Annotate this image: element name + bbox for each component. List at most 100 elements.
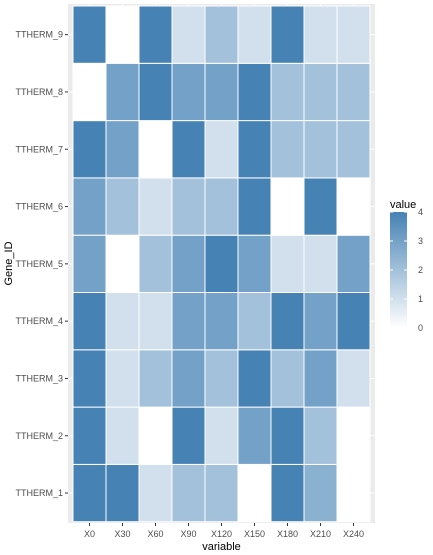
heatmap-tile [171, 120, 206, 179]
heatmap-tile [105, 234, 140, 293]
heatmap-tile [105, 5, 140, 64]
y-tick-label: TTHERM_5 [15, 259, 63, 269]
heatmap-tiles [72, 5, 371, 523]
heatmap-tile [138, 406, 173, 465]
heatmap-tile [138, 292, 173, 351]
heatmap-tile [138, 62, 173, 122]
heatmap-tile [204, 5, 239, 64]
heatmap-tile [303, 463, 338, 523]
legend-title: value [390, 199, 416, 211]
x-tick-label: X90 [180, 529, 196, 539]
heatmap-tile [270, 292, 305, 351]
heatmap-tile [204, 62, 239, 122]
heatmap-tile [204, 292, 239, 351]
y-tick-label: TTHERM_6 [15, 202, 63, 212]
heatmap-tile [336, 62, 371, 122]
heatmap-tile [336, 292, 371, 351]
x-tick-label: X150 [244, 529, 265, 539]
x-tick-label: X60 [147, 529, 163, 539]
heatmap-tile [336, 5, 371, 64]
heatmap-tile [237, 234, 272, 293]
heatmap-tile [171, 62, 206, 122]
x-tick-label: X120 [211, 529, 232, 539]
heatmap-tile [72, 120, 107, 179]
y-axis: TTHERM_1 TTHERM_2 TTHERM_3 TTHERM_4 TTHERM_5… [15, 30, 68, 498]
y-tick-label: TTHERM_3 [15, 373, 63, 383]
x-axis: X0 X30 X60 X90 X120 X150 X180 X210 X240 [84, 523, 364, 539]
heatmap-tile [72, 234, 107, 293]
heatmap-tile [138, 120, 173, 179]
heatmap-tile [171, 5, 206, 64]
heatmap-tile [303, 406, 338, 465]
heatmap-tile [171, 463, 206, 523]
x-tick-label: X240 [343, 529, 364, 539]
heatmap-tile [138, 349, 173, 408]
heatmap-tile [105, 62, 140, 122]
heatmap-tile [336, 406, 371, 465]
legend-tick-label: 0 [418, 323, 423, 333]
heatmap-tile [138, 5, 173, 64]
x-tick-label: X180 [277, 529, 298, 539]
heatmap-tile [72, 349, 107, 408]
heatmap-tile [303, 62, 338, 122]
heatmap-tile [270, 463, 305, 523]
y-tick-label: TTHERM_2 [15, 431, 63, 441]
heatmap-tile [303, 349, 338, 408]
heatmap-tile [336, 234, 371, 293]
x-tick-label: X210 [310, 529, 331, 539]
heatmap-tile [303, 120, 338, 179]
heatmap-tile [237, 177, 272, 236]
heatmap-tile [171, 292, 206, 351]
heatmap-tile [204, 406, 239, 465]
heatmap-tile [171, 234, 206, 293]
heatmap-tile [237, 349, 272, 408]
y-tick-label: TTHERM_4 [15, 316, 63, 326]
x-axis-title: variable [202, 541, 241, 553]
legend-tick-label: 3 [418, 236, 423, 246]
heatmap-tile [270, 62, 305, 122]
x-tick-label: X0 [84, 529, 95, 539]
heatmap-tile [72, 5, 107, 64]
heatmap-tile [336, 177, 371, 236]
y-tick-label: TTHERM_8 [15, 87, 63, 97]
heatmap-tile [270, 120, 305, 179]
legend-colorbar [390, 212, 407, 328]
heatmap-tile [237, 62, 272, 122]
heatmap-tile [336, 120, 371, 179]
heatmap-tile [171, 177, 206, 236]
heatmap-tile [204, 177, 239, 236]
heatmap-tile [270, 177, 305, 236]
heatmap-tile [336, 349, 371, 408]
heatmap-tile [303, 292, 338, 351]
legend-tick-label: 2 [418, 265, 423, 275]
heatmap-tile [204, 349, 239, 408]
heatmap-tile [270, 349, 305, 408]
heatmap-tile [105, 292, 140, 351]
legend-tick-label: 1 [418, 294, 423, 304]
heatmap-tile [204, 463, 239, 523]
heatmap-tile [270, 406, 305, 465]
y-tick-label: TTHERM_7 [15, 144, 63, 154]
heatmap-tile [72, 62, 107, 122]
heatmap-tile [138, 177, 173, 236]
y-axis-title: Gene_ID [3, 241, 15, 285]
heatmap-tile [237, 5, 272, 64]
heatmap-tile [237, 292, 272, 351]
heatmap-tile [105, 463, 140, 523]
heatmap-tile [204, 120, 239, 179]
y-tick-label: TTHERM_9 [15, 30, 63, 40]
heatmap-tile [72, 292, 107, 351]
heatmap-tile [171, 349, 206, 408]
heatmap-tile [204, 234, 239, 293]
heatmap-tile [105, 406, 140, 465]
heatmap-tile [72, 177, 107, 236]
heatmap-tile [270, 234, 305, 293]
heatmap-tile [270, 5, 305, 64]
heatmap-tile [336, 463, 371, 523]
heatmap-tile [105, 349, 140, 408]
heatmap-tile [72, 406, 107, 465]
heatmap-tile [105, 120, 140, 179]
heatmap-tile [72, 463, 107, 523]
heatmap-tile [171, 406, 206, 465]
y-tick-label: TTHERM_1 [15, 488, 63, 498]
